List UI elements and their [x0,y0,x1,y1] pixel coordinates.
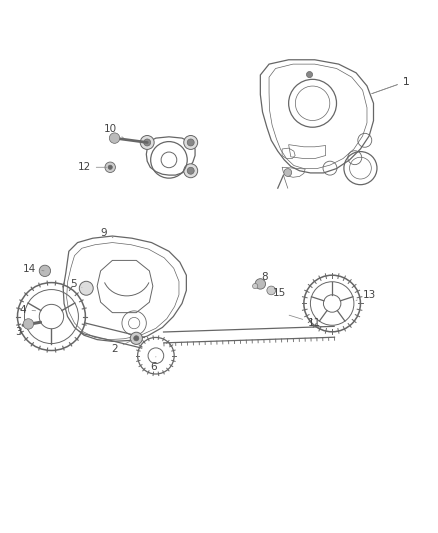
Circle shape [307,71,313,78]
Text: 9: 9 [100,228,113,238]
Circle shape [284,168,292,176]
Circle shape [184,135,198,149]
Circle shape [105,162,116,173]
Text: 5: 5 [70,279,82,289]
Text: 10: 10 [104,124,123,138]
Circle shape [267,286,276,295]
Circle shape [110,133,120,143]
Circle shape [134,336,139,341]
Circle shape [79,281,93,295]
Circle shape [140,135,154,149]
Text: 2: 2 [111,341,132,354]
Text: 4: 4 [20,305,35,315]
Text: 3: 3 [15,327,30,337]
Text: 15: 15 [272,288,286,298]
Text: 14: 14 [23,264,44,273]
Text: 1: 1 [372,77,410,94]
Circle shape [144,139,151,146]
Circle shape [39,265,50,277]
Circle shape [255,279,265,289]
Circle shape [187,139,194,146]
Text: 1: 1 [372,77,410,94]
Circle shape [184,164,198,177]
Circle shape [130,332,142,344]
Circle shape [108,165,113,169]
Text: 8: 8 [261,272,268,282]
Text: 13: 13 [356,290,376,301]
Text: 6: 6 [150,357,157,373]
Circle shape [253,284,258,289]
Text: 12: 12 [78,162,106,172]
Circle shape [23,319,34,329]
Text: 11: 11 [289,315,321,328]
Circle shape [187,167,194,174]
